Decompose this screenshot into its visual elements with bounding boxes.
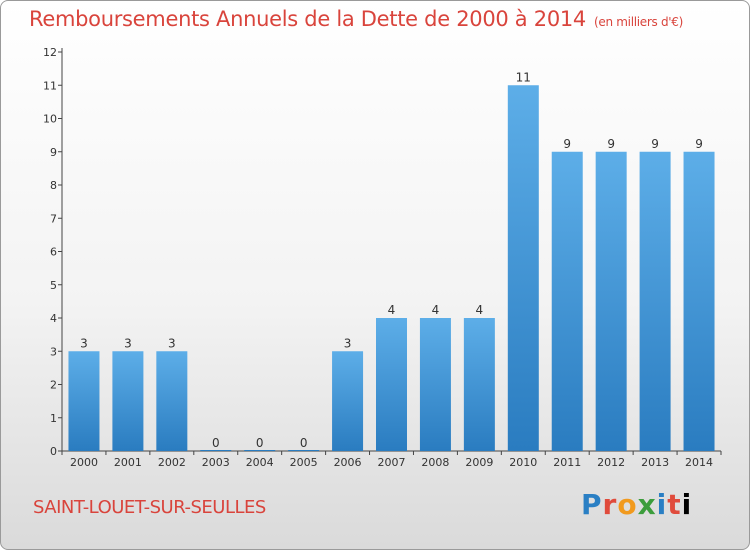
chart-title: Remboursements Annuels de la Dette de 20…: [29, 7, 683, 31]
logo-letter: P: [581, 488, 603, 521]
y-tick-label: 5: [50, 279, 57, 292]
x-tick-label: 2007: [378, 456, 406, 469]
bar-value-label: 4: [388, 303, 396, 317]
x-tick-label: 2000: [70, 456, 98, 469]
logo-letter: t: [667, 488, 682, 521]
x-tick-label: 2013: [641, 456, 669, 469]
y-tick-label: 11: [43, 79, 57, 92]
bar-2009: [463, 318, 495, 451]
x-tick-label: 2003: [202, 456, 230, 469]
bar-2007: [376, 318, 407, 451]
y-tick-label: 9: [50, 146, 57, 159]
bar-value-label: 0: [300, 436, 308, 450]
logo-letter: x: [637, 488, 657, 521]
x-tick-label: 2006: [334, 456, 362, 469]
bar-value-label: 9: [695, 137, 703, 151]
bar-2001: [112, 351, 144, 451]
bar-2003: [200, 450, 232, 451]
x-tick-label: 2001: [114, 456, 142, 469]
chart-unit: (en milliers d'€): [594, 15, 684, 29]
x-tick-label: 2010: [509, 456, 537, 469]
logo-letter: r: [602, 488, 618, 521]
bar-2011: [551, 151, 583, 451]
bar-2008: [419, 318, 451, 451]
proxiti-logo[interactable]: Proxiti: [581, 488, 692, 521]
y-tick-label: 10: [43, 113, 57, 126]
bar-value-label: 9: [607, 137, 615, 151]
x-tick-label: 2011: [553, 456, 581, 469]
y-tick-label: 2: [50, 379, 57, 392]
logo-letter: i: [681, 488, 693, 521]
bar-value-label: 0: [256, 436, 264, 450]
y-tick-label: 6: [50, 246, 57, 259]
logo-letter: i: [656, 488, 668, 521]
bars: 3 3 3 0 0 0 3 4 4 4 11 9 9 9 9: [68, 70, 715, 451]
y-tick-label: 0: [50, 445, 57, 458]
bar-2013: [639, 151, 671, 451]
town-name: SAINT-LOUET-SUR-SEULLES: [33, 497, 266, 518]
bar-value-label: 4: [476, 303, 484, 317]
bar-2004: [244, 450, 276, 451]
bar-value-label: 3: [80, 336, 88, 350]
bar-value-label: 4: [432, 303, 440, 317]
bar-2005: [288, 450, 320, 451]
bar-2002: [156, 351, 188, 451]
x-tick-label: 2002: [158, 456, 186, 469]
bar-2012: [595, 151, 627, 451]
x-tick-label: 2005: [290, 456, 318, 469]
bar-value-label: 11: [516, 70, 531, 84]
x-tick-label: 2004: [246, 456, 274, 469]
x-tick-label: 2008: [421, 456, 449, 469]
chart-title-text: Remboursements Annuels de la Dette de 20…: [29, 7, 586, 31]
logo-letter: o: [617, 488, 638, 521]
x-tick-label: 2014: [685, 456, 713, 469]
bar-2000: [68, 351, 100, 451]
bar-2010: [507, 85, 539, 451]
bar-value-label: 3: [124, 336, 132, 350]
y-tick-label: 3: [50, 345, 57, 358]
y-tick-label: 7: [50, 212, 57, 225]
y-tick-label: 12: [43, 46, 57, 59]
bar-value-label: 9: [651, 137, 659, 151]
bar-value-label: 3: [168, 336, 176, 350]
bar-value-label: 0: [212, 436, 220, 450]
y-tick-label: 4: [50, 312, 57, 325]
bar-2014: [683, 151, 715, 451]
bar-value-label: 9: [563, 137, 571, 151]
y-tick-label: 8: [50, 179, 57, 192]
x-tick-label: 2012: [597, 456, 625, 469]
bar-2006: [332, 351, 364, 451]
x-tick-label: 2009: [465, 456, 493, 469]
y-tick-label: 1: [50, 412, 57, 425]
bar-value-label: 3: [344, 336, 352, 350]
